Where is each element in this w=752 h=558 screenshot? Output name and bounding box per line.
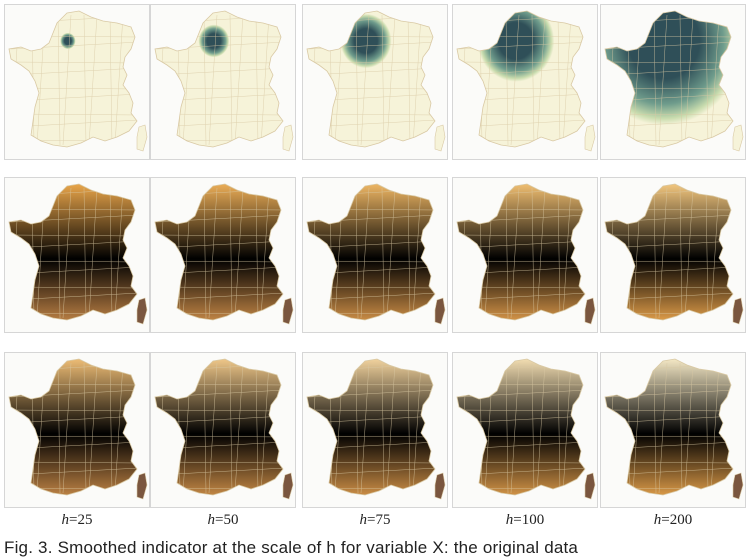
france-mainland — [306, 358, 436, 496]
france-map — [154, 358, 294, 500]
map-panel-r2-c3 — [302, 177, 448, 333]
map-panel-r1-c4 — [452, 4, 598, 160]
corsica — [584, 297, 596, 325]
france-map — [306, 10, 446, 152]
scale-label-h100: h=100 — [505, 512, 545, 528]
map-panel-r2-c5 — [600, 177, 746, 333]
france-map — [306, 183, 446, 325]
scale-label-h200: h=200 — [653, 512, 693, 528]
corsica — [136, 297, 148, 325]
corsica — [434, 124, 446, 152]
france-map — [8, 10, 148, 152]
france-mainland — [456, 358, 586, 496]
corsica — [282, 124, 294, 152]
france-map — [8, 358, 148, 500]
corsica — [282, 472, 294, 500]
corsica — [584, 124, 596, 152]
corsica — [434, 297, 446, 325]
map-panel-r2-c1 — [4, 177, 150, 333]
corsica — [136, 124, 148, 152]
map-panel-r1-c2 — [150, 4, 296, 160]
scale-label-h50: h=50 — [207, 512, 239, 528]
corsica — [584, 472, 596, 500]
map-panel-r3-c4 — [452, 352, 598, 508]
france-mainland — [604, 183, 734, 321]
map-panel-r1-c5 — [600, 4, 746, 160]
france-map — [456, 183, 596, 325]
france-map — [604, 183, 744, 325]
france-mainland — [154, 10, 284, 148]
france-map — [154, 183, 294, 325]
france-map — [456, 10, 596, 152]
france-mainland — [456, 10, 586, 148]
corsica — [732, 472, 744, 500]
france-map — [306, 358, 446, 500]
france-mainland — [306, 10, 436, 148]
france-mainland — [8, 183, 138, 321]
france-map — [154, 10, 294, 152]
france-mainland — [306, 183, 436, 321]
corsica — [434, 472, 446, 500]
map-panel-r1-c1 — [4, 4, 150, 160]
france-mainland — [154, 183, 284, 321]
france-mainland — [604, 10, 734, 148]
scale-label-h25: h=25 — [61, 512, 93, 528]
corsica — [732, 124, 744, 152]
map-panel-r3-c2 — [150, 352, 296, 508]
france-map — [604, 10, 744, 152]
france-mainland — [604, 358, 734, 496]
france-mainland — [154, 358, 284, 496]
map-panel-r3-c1 — [4, 352, 150, 508]
map-panel-r1-c3 — [302, 4, 448, 160]
france-mainland — [8, 358, 138, 496]
france-mainland — [456, 183, 586, 321]
scale-label-h75: h=75 — [359, 512, 391, 528]
france-mainland — [8, 10, 138, 148]
corsica — [136, 472, 148, 500]
map-panel-r2-c2 — [150, 177, 296, 333]
figure-caption: Fig. 3. Smoothed indicator at the scale … — [4, 538, 579, 557]
map-panel-r3-c5 — [600, 352, 746, 508]
france-map — [456, 358, 596, 500]
corsica — [732, 297, 744, 325]
map-panel-r3-c3 — [302, 352, 448, 508]
corsica — [282, 297, 294, 325]
france-map — [8, 183, 148, 325]
france-map — [604, 358, 744, 500]
map-panel-r2-c4 — [452, 177, 598, 333]
